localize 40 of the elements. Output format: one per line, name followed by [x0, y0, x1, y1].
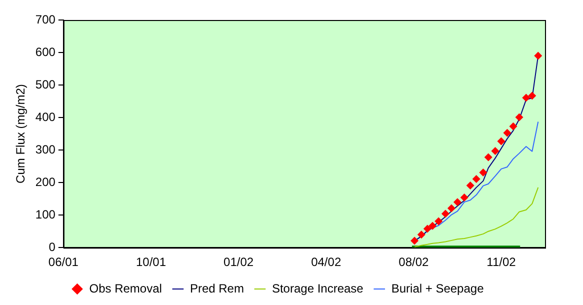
y-tick-label: 300 — [35, 142, 56, 156]
y-tick-label: 700 — [35, 12, 56, 26]
x-tick-label: 01/02 — [224, 255, 254, 270]
point — [491, 147, 500, 156]
point — [509, 122, 518, 130]
point — [447, 204, 456, 212]
point — [460, 194, 468, 202]
point — [428, 222, 437, 230]
point — [466, 182, 474, 190]
point — [441, 210, 450, 218]
point — [479, 168, 488, 176]
legend-label: Pred Rem — [190, 281, 244, 296]
point — [417, 230, 426, 239]
y-tick-label: 200 — [35, 174, 56, 189]
x-tick-label: 10/01 — [136, 255, 166, 270]
point — [410, 236, 419, 245]
x-tick-label: 11/02 — [486, 255, 516, 270]
point — [423, 224, 432, 233]
y-tick-label: 100 — [35, 207, 56, 222]
point — [534, 52, 542, 60]
point — [503, 128, 512, 137]
x-tick-label: 06/01 — [48, 255, 79, 270]
y-tick-label: 0 — [48, 240, 56, 254]
x-tick-label: 08/02 — [398, 255, 429, 270]
x-tick-label: 04/02 — [311, 255, 342, 270]
point — [434, 217, 443, 226]
legend-label: Obs Removal — [89, 281, 162, 296]
y-tick-label: 600 — [35, 44, 56, 59]
y-tick-label: 500 — [35, 77, 56, 92]
point — [472, 174, 480, 183]
y-axis-title: Cum Flux (mg/m2) — [14, 84, 28, 184]
point — [515, 113, 524, 122]
y-tick-label: 400 — [35, 110, 56, 124]
legend-label: Storage Increase — [272, 281, 364, 296]
point — [528, 92, 536, 100]
legend-label: Burial + Seepage — [391, 281, 484, 296]
point — [522, 94, 530, 102]
point — [453, 198, 462, 206]
point — [484, 153, 492, 162]
point — [497, 137, 506, 146]
